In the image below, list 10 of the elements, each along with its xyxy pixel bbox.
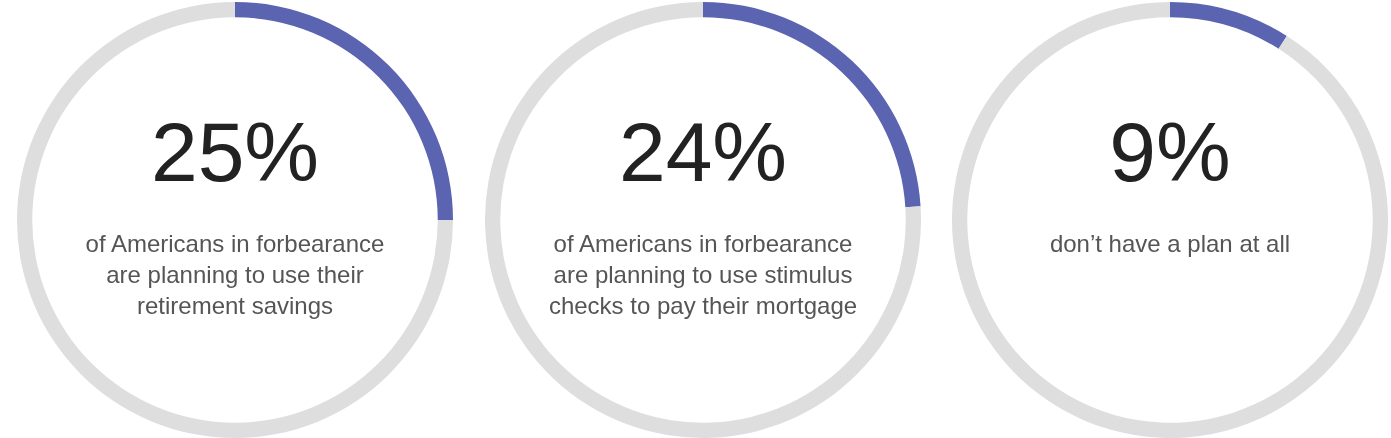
donut-slice xyxy=(17,2,453,438)
data-label: 24% xyxy=(617,105,789,199)
donut-slice xyxy=(952,2,1388,438)
donut-slice xyxy=(1170,2,1287,49)
donut-slice xyxy=(485,2,921,438)
text: don’t have a plan at all xyxy=(1048,229,1292,259)
text: of Americans in forbearance are planning to use their retirement savings xyxy=(84,229,386,322)
data-label: 9% xyxy=(1108,105,1232,199)
data-label: 25% xyxy=(149,105,321,199)
text: of Americans in forbearance are planning to use stimulus checks to pay their mortgage xyxy=(547,229,859,322)
